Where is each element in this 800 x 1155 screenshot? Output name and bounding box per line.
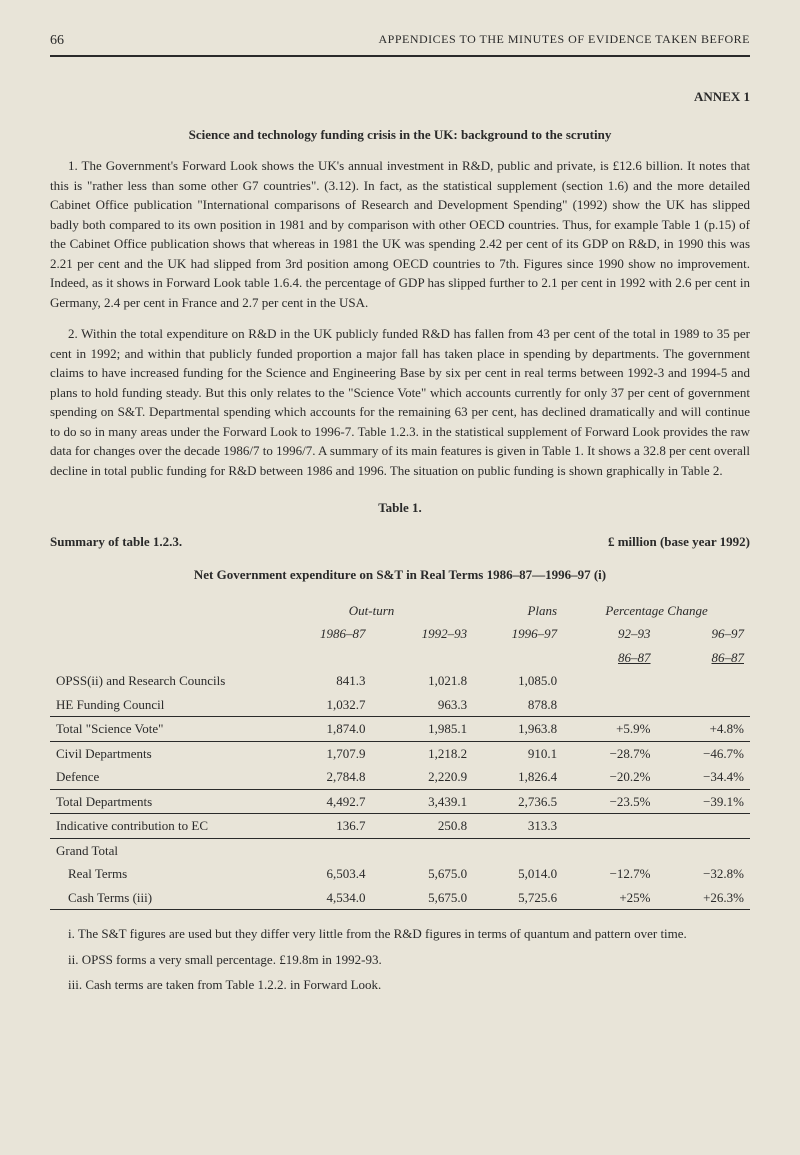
paragraph-2: 2. Within the total expenditure on R&D i… — [50, 324, 750, 480]
cell-val: +5.9% — [563, 717, 656, 742]
header-row-3: 86–87 86–87 — [50, 646, 750, 670]
cell-val: 1,874.0 — [270, 717, 372, 742]
annex-label: ANNEX 1 — [50, 87, 750, 107]
table-bottom-rule — [50, 910, 750, 911]
cell-val: +4.8% — [657, 717, 750, 742]
summary-left: Summary of table 1.2.3. — [50, 532, 182, 552]
col-plans: Plans — [473, 599, 563, 623]
cell-val: 3,439.1 — [372, 789, 474, 814]
cell-val: 5,675.0 — [372, 886, 474, 910]
cell-val — [657, 669, 750, 693]
cell-val — [657, 693, 750, 717]
cell-label: Cash Terms (iii) — [50, 886, 270, 910]
cell-label: Grand Total — [50, 838, 270, 862]
cell-val: 1,985.1 — [372, 717, 474, 742]
note-2: ii. OPSS forms a very small percentage. … — [50, 950, 750, 970]
cell-val: 1,032.7 — [270, 693, 372, 717]
cell-val: 1,218.2 — [372, 741, 474, 765]
col-9293: 1992–93 — [372, 622, 474, 646]
page-header: 66 APPENDICES TO THE MINUTES OF EVIDENCE… — [50, 30, 750, 57]
section-title: Science and technology funding crisis in… — [50, 125, 750, 145]
cell-val: 963.3 — [372, 693, 474, 717]
cell-val: 1,085.0 — [473, 669, 563, 693]
row-science-vote: Total "Science Vote" 1,874.0 1,985.1 1,9… — [50, 717, 750, 742]
cell-val: 1,707.9 — [270, 741, 372, 765]
cell-val: +26.3% — [657, 886, 750, 910]
row-he: HE Funding Council 1,032.7 963.3 878.8 — [50, 693, 750, 717]
row-defence: Defence 2,784.8 2,220.9 1,826.4 −20.2% −… — [50, 765, 750, 789]
cell-val: 4,492.7 — [270, 789, 372, 814]
cell-val: 1,963.8 — [473, 717, 563, 742]
cell-val: −12.7% — [563, 862, 656, 886]
cell-val: 2,220.9 — [372, 765, 474, 789]
cell-val: 1,021.8 — [372, 669, 474, 693]
table-title: Net Government expenditure on S&T in Rea… — [50, 565, 750, 585]
cell-label: Total "Science Vote" — [50, 717, 270, 742]
row-opss: OPSS(ii) and Research Councils 841.3 1,0… — [50, 669, 750, 693]
cell-label: OPSS(ii) and Research Councils — [50, 669, 270, 693]
col-pct-change: Percentage Change — [563, 599, 750, 623]
cell-val: −20.2% — [563, 765, 656, 789]
cell-label: Total Departments — [50, 789, 270, 814]
col-8687: 1986–87 — [270, 622, 372, 646]
summary-row: Summary of table 1.2.3. £ million (base … — [50, 532, 750, 552]
cell-val: 910.1 — [473, 741, 563, 765]
cell-val: +25% — [563, 886, 656, 910]
header-title: APPENDICES TO THE MINUTES OF EVIDENCE TA… — [379, 30, 751, 51]
row-civil: Civil Departments 1,707.9 1,218.2 910.1 … — [50, 741, 750, 765]
header-row-1: Out-turn Plans Percentage Change — [50, 599, 750, 623]
cell-val: 313.3 — [473, 814, 563, 839]
cell-val: −46.7% — [657, 741, 750, 765]
cell-label: Indicative contribution to EC — [50, 814, 270, 839]
cell-val: 2,784.8 — [270, 765, 372, 789]
cell-val — [563, 669, 656, 693]
cell-val: 250.8 — [372, 814, 474, 839]
row-indicative: Indicative contribution to EC 136.7 250.… — [50, 814, 750, 839]
row-grand-total: Grand Total — [50, 838, 750, 862]
cell-val: 6,503.4 — [270, 862, 372, 886]
cell-val: 5,725.6 — [473, 886, 563, 910]
note-1: i. The S&T figures are used but they dif… — [50, 924, 750, 944]
cell-val: 5,675.0 — [372, 862, 474, 886]
table-caption: Table 1. — [50, 498, 750, 518]
expenditure-table: Out-turn Plans Percentage Change 1986–87… — [50, 599, 750, 911]
notes: i. The S&T figures are used but they dif… — [50, 924, 750, 995]
cell-val: 136.7 — [270, 814, 372, 839]
cell-val: 878.8 — [473, 693, 563, 717]
cell-val — [657, 814, 750, 839]
summary-right: £ million (base year 1992) — [608, 532, 750, 552]
cell-label: Defence — [50, 765, 270, 789]
col-9697: 1996–97 — [473, 622, 563, 646]
cell-label: HE Funding Council — [50, 693, 270, 717]
cell-val: 841.3 — [270, 669, 372, 693]
row-total-dept: Total Departments 4,492.7 3,439.1 2,736.… — [50, 789, 750, 814]
col-outturn: Out-turn — [270, 599, 473, 623]
cell-val: 1,826.4 — [473, 765, 563, 789]
cell-label: Real Terms — [50, 862, 270, 886]
note-3: iii. Cash terms are taken from Table 1.2… — [50, 975, 750, 995]
page-number: 66 — [50, 30, 64, 51]
cell-val: 4,534.0 — [270, 886, 372, 910]
col-pc9697: 96–97 — [657, 622, 750, 646]
cell-val: 5,014.0 — [473, 862, 563, 886]
cell-val — [563, 814, 656, 839]
col-sub8687a: 86–87 — [563, 646, 656, 670]
cell-val: −32.8% — [657, 862, 750, 886]
cell-val — [563, 693, 656, 717]
col-pc9293: 92–93 — [563, 622, 656, 646]
cell-val: −34.4% — [657, 765, 750, 789]
cell-val: −28.7% — [563, 741, 656, 765]
cell-val: −39.1% — [657, 789, 750, 814]
row-real-terms: Real Terms 6,503.4 5,675.0 5,014.0 −12.7… — [50, 862, 750, 886]
paragraph-1: 1. The Government's Forward Look shows t… — [50, 156, 750, 312]
header-row-2: 1986–87 1992–93 1996–97 92–93 96–97 — [50, 622, 750, 646]
col-sub8687b: 86–87 — [657, 646, 750, 670]
cell-label: Civil Departments — [50, 741, 270, 765]
row-cash-terms: Cash Terms (iii) 4,534.0 5,675.0 5,725.6… — [50, 886, 750, 910]
cell-val: 2,736.5 — [473, 789, 563, 814]
cell-val: −23.5% — [563, 789, 656, 814]
